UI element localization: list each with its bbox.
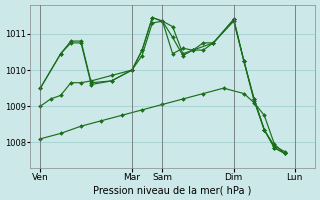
X-axis label: Pression niveau de la mer( hPa ): Pression niveau de la mer( hPa )	[93, 185, 252, 195]
